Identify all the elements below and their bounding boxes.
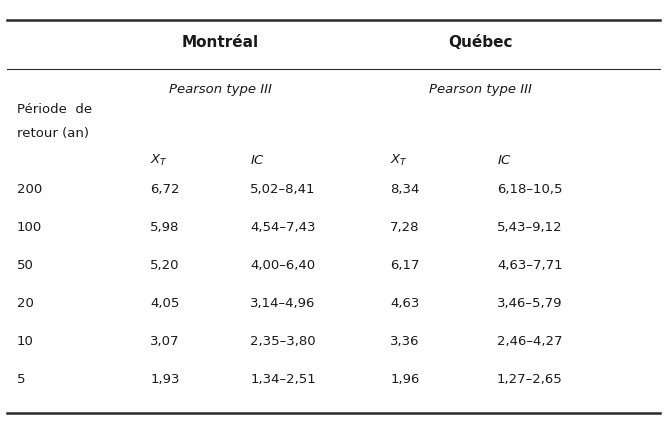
Text: 6,17: 6,17 [390,259,420,272]
Text: Pearson type III: Pearson type III [429,83,532,96]
Text: 1,96: 1,96 [390,372,420,386]
Text: 10: 10 [17,334,33,348]
Text: Pearson type III: Pearson type III [169,83,271,96]
Text: retour (an): retour (an) [17,127,89,140]
Text: $IC$: $IC$ [250,154,265,167]
Text: 1,27–2,65: 1,27–2,65 [497,372,563,386]
Text: 4,05: 4,05 [150,297,179,310]
Text: 50: 50 [17,259,33,272]
Text: 4,63–7,71: 4,63–7,71 [497,259,562,272]
Text: 4,63: 4,63 [390,297,420,310]
Text: 5,02–8,41: 5,02–8,41 [250,183,315,196]
Text: 5: 5 [17,372,25,386]
Text: $IC$: $IC$ [497,154,512,167]
Text: 4,54–7,43: 4,54–7,43 [250,221,315,234]
Text: Québec: Québec [448,35,512,50]
Text: 6,18–10,5: 6,18–10,5 [497,183,562,196]
Text: 100: 100 [17,221,42,234]
Text: 1,34–2,51: 1,34–2,51 [250,372,316,386]
Text: 3,36: 3,36 [390,334,420,348]
Text: 5,98: 5,98 [150,221,179,234]
Text: $X_T$: $X_T$ [150,153,168,168]
Text: 8,34: 8,34 [390,183,420,196]
Text: 7,28: 7,28 [390,221,420,234]
Text: 20: 20 [17,297,33,310]
Text: Montréal: Montréal [181,35,259,50]
Text: 5,20: 5,20 [150,259,179,272]
Text: 5,43–9,12: 5,43–9,12 [497,221,562,234]
Text: $X_T$: $X_T$ [390,153,408,168]
Text: 3,46–5,79: 3,46–5,79 [497,297,562,310]
Text: Période  de: Période de [17,103,92,116]
Text: 200: 200 [17,183,42,196]
Text: 4,00–6,40: 4,00–6,40 [250,259,315,272]
Text: 3,14–4,96: 3,14–4,96 [250,297,315,310]
Text: 2,46–4,27: 2,46–4,27 [497,334,562,348]
Text: 3,07: 3,07 [150,334,179,348]
Text: 1,93: 1,93 [150,372,179,386]
Text: 6,72: 6,72 [150,183,179,196]
Text: 2,35–3,80: 2,35–3,80 [250,334,315,348]
